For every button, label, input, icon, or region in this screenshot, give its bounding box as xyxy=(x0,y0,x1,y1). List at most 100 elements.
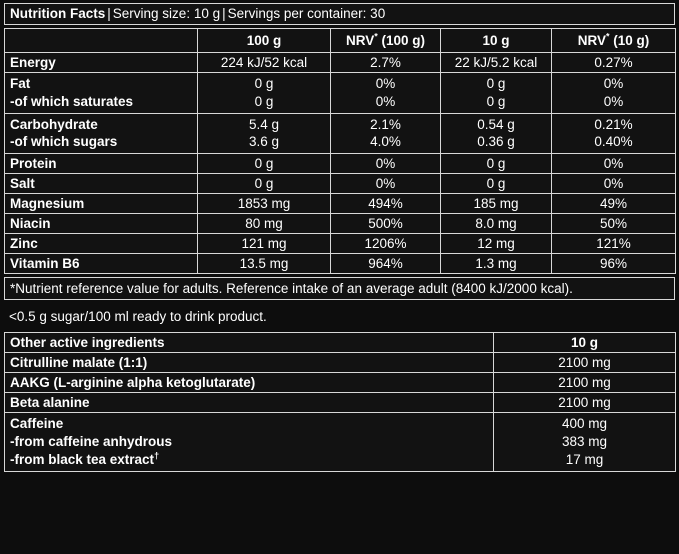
table-row: Protein 0 g 0% 0 g 0% xyxy=(4,153,676,175)
nutrient-per-10g: 0.54 g xyxy=(477,116,515,132)
nutrient-per-10g: 22 kJ/5.2 kcal xyxy=(440,52,552,73)
ingredient-amount: 2100 mg xyxy=(493,392,676,414)
ingredient-label: Beta alanine xyxy=(4,392,494,414)
column-header-nrv-100g: NRV* (100 g) xyxy=(330,28,441,53)
ingredient-amount: 400 mg xyxy=(561,416,608,432)
ingredient-label-group: Caffeine -from caffeine anhydrous -from … xyxy=(4,412,494,472)
nutrient-nrv-100g: 0% xyxy=(375,76,396,91)
nutrient-per-100g: 0 g xyxy=(197,173,331,195)
column-header-nrv-10g: NRV* (10 g) xyxy=(551,28,676,53)
table-row: Carbohydrate -of which sugars 5.4 g 3.6 … xyxy=(4,112,676,155)
ingredient-amount: 2100 mg xyxy=(493,372,676,394)
nutrient-per-100g: 121 mg xyxy=(197,233,331,255)
nutrient-label: Niacin xyxy=(4,213,198,235)
ingredient-amount: 2100 mg xyxy=(493,352,676,374)
nutrient-label: Protein xyxy=(4,153,198,175)
header-separator-2: | xyxy=(222,6,226,21)
header-separator-1: | xyxy=(107,6,111,21)
nutrient-label: Magnesium xyxy=(4,193,198,215)
nutrient-nrv-100g: 2.7% xyxy=(330,52,441,73)
nutrient-label: Carbohydrate xyxy=(10,116,98,132)
nutrient-per-100g-group: 5.4 g 3.6 g xyxy=(197,112,331,155)
nutrient-nrv-10g: 50% xyxy=(551,213,676,235)
ingredient-amount-group: 400 mg 383 mg 17 mg xyxy=(493,412,676,472)
other-active-ingredients-table: Other active ingredients 10 g Citrulline… xyxy=(4,332,676,472)
ingredients-table-body: Other active ingredients 10 g Citrulline… xyxy=(4,332,676,472)
table-header-row: 100 g NRV* (100 g) 10 g NRV* (10 g) xyxy=(4,28,676,53)
nutrient-sub-nrv-100g: 0% xyxy=(375,93,396,109)
nutrient-label: Salt xyxy=(4,173,198,195)
serving-size-text: Serving size: 10 g xyxy=(112,6,221,21)
table-row: Beta alanine 2100 mg xyxy=(4,392,676,414)
nutrient-nrv-100g: 2.1% xyxy=(370,116,401,132)
nrv-label-100g: NRV xyxy=(345,33,375,48)
nutrient-label: Energy xyxy=(4,52,198,73)
nutrient-per-100g: 0 g xyxy=(197,153,331,175)
nutrient-per-100g: 224 kJ/52 kcal xyxy=(197,52,331,73)
nutrient-sub-nrv-10g: 0.40% xyxy=(594,134,633,150)
ingredient-sublabel-text: -from black tea extract xyxy=(10,451,155,467)
ingredient-label: Caffeine xyxy=(10,416,64,432)
nutrient-sub-per-10g: 0 g xyxy=(486,93,506,109)
nutrient-nrv-10g: 0% xyxy=(603,76,624,91)
nutrient-sub-per-100g: 0 g xyxy=(254,93,274,109)
table-row: Citrulline malate (1:1) 2100 mg xyxy=(4,352,676,374)
table-row: Caffeine -from caffeine anhydrous -from … xyxy=(4,412,676,472)
nutrient-label-group: Carbohydrate -of which sugars xyxy=(4,112,198,155)
dagger-marker-icon: † xyxy=(154,450,160,461)
nutrient-nrv-10g: 121% xyxy=(551,233,676,255)
nutrient-nrv-100g: 964% xyxy=(330,253,441,275)
nutrient-per-100g: 13.5 mg xyxy=(197,253,331,275)
nutrient-nrv-100g: 494% xyxy=(330,193,441,215)
nutrient-per-10g: 185 mg xyxy=(440,193,552,215)
nutrient-per-10g-group: 0.54 g 0.36 g xyxy=(440,112,552,155)
nutrient-nrv-100g: 1206% xyxy=(330,233,441,255)
nutrition-facts-header: Nutrition Facts | Serving size: 10 g | Servi… xyxy=(4,3,675,25)
nutrient-nrv-10g: 0% xyxy=(551,173,676,195)
ingredients-header-amount: 10 g xyxy=(493,332,676,354)
nutrient-nrv-10g: 0% xyxy=(551,153,676,175)
nrv-suffix-10g: (10 g) xyxy=(609,33,650,48)
column-header-blank xyxy=(4,28,198,53)
nutrient-sublabel: -of which sugars xyxy=(10,134,118,150)
nutrient-per-100g: 1853 mg xyxy=(197,193,331,215)
table-row: Zinc 121 mg 1206% 12 mg 121% xyxy=(4,233,676,255)
nutrient-per-100g: 5.4 g xyxy=(248,116,280,132)
nutrient-label: Fat xyxy=(10,76,31,91)
nutrient-sub-per-10g: 0.36 g xyxy=(477,134,515,150)
nutrient-per-10g: 8.0 mg xyxy=(440,213,552,235)
table-row: Fat -of which saturates 0 g 0 g 0% 0% 0 … xyxy=(4,72,676,114)
table-row: Energy 224 kJ/52 kcal 2.7% 22 kJ/5.2 kca… xyxy=(4,52,676,73)
nutrient-per-10g-group: 0 g 0 g xyxy=(440,72,552,114)
asterisk-marker-10g: * xyxy=(605,31,610,42)
table-row: Magnesium 1853 mg 494% 185 mg 49% xyxy=(4,193,676,215)
nutrient-label-group: Fat -of which saturates xyxy=(4,72,198,114)
nutrient-nrv-100g-group: 0% 0% xyxy=(330,72,441,114)
ingredient-sub-amount-tea: 17 mg xyxy=(565,451,604,467)
ingredient-sublabel: -from caffeine anhydrous xyxy=(10,434,173,450)
servings-per-container-text: Servings per container: 30 xyxy=(227,6,386,21)
table-header-row: Other active ingredients 10 g xyxy=(4,332,676,354)
table-row: Vitamin B6 13.5 mg 964% 1.3 mg 96% xyxy=(4,253,676,275)
nutrient-sub-nrv-100g: 4.0% xyxy=(370,134,401,150)
nutrient-nrv-10g-group: 0% 0% xyxy=(551,72,676,114)
column-header-per-10g: 10 g xyxy=(440,28,552,53)
nutrient-nrv-10g-group: 0.21% 0.40% xyxy=(551,112,676,155)
nutrient-label: Vitamin B6 xyxy=(4,253,198,275)
nutrient-nrv-100g: 0% xyxy=(330,153,441,175)
ingredients-header-label: Other active ingredients xyxy=(4,332,494,354)
table-row: Niacin 80 mg 500% 8.0 mg 50% xyxy=(4,213,676,235)
nutrient-nrv-10g: 0.27% xyxy=(551,52,676,73)
nutrient-per-100g-group: 0 g 0 g xyxy=(197,72,331,114)
nutrient-per-10g: 0 g xyxy=(486,76,506,91)
table-row: Salt 0 g 0% 0 g 0% xyxy=(4,173,676,195)
nutrient-nrv-10g: 96% xyxy=(551,253,676,275)
ingredient-sublabel-tea: -from black tea extract† xyxy=(10,451,488,469)
page-title: Nutrition Facts xyxy=(10,6,106,21)
nutrient-per-100g: 0 g xyxy=(254,76,274,91)
nutrient-nrv-100g: 0% xyxy=(330,173,441,195)
nutrient-nrv-100g-group: 2.1% 4.0% xyxy=(330,112,441,155)
nutrient-per-10g: 0 g xyxy=(440,173,552,195)
ingredient-label: Citrulline malate (1:1) xyxy=(4,352,494,374)
